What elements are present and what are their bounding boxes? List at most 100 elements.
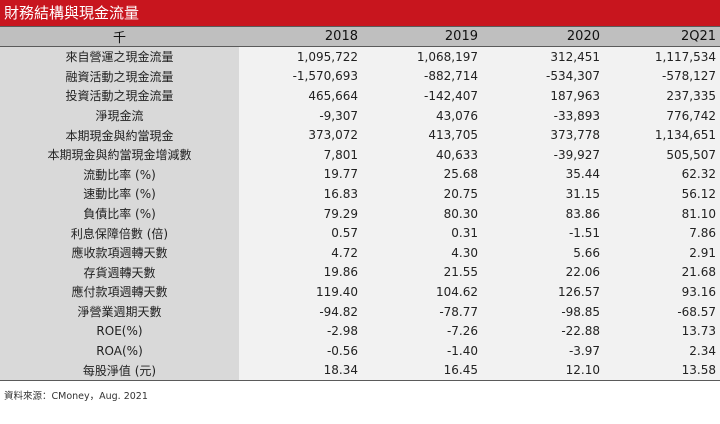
- value-cell: 312,451: [482, 46, 604, 67]
- value-cell: 187,963: [482, 86, 604, 106]
- row-label: 應付款項週轉天數: [0, 282, 239, 302]
- value-cell: 62.32: [604, 164, 720, 185]
- value-cell: -68.57: [604, 301, 720, 322]
- row-label: ROA(%): [0, 340, 239, 361]
- table-row: 存貨週轉天數 19.86 21.55 22.06 21.68: [0, 262, 720, 283]
- value-cell: -7.26: [362, 321, 482, 341]
- row-label: 本期現金與約當現金增減數: [0, 144, 239, 165]
- value-cell: 35.44: [482, 164, 604, 185]
- table-row: 應收款項週轉天數 4.72 4.30 5.66 2.91: [0, 242, 720, 263]
- value-cell: 1,117,534: [604, 46, 720, 67]
- value-cell: -22.88: [482, 321, 604, 341]
- value-cell: 505,507: [604, 144, 720, 165]
- value-cell: 126.57: [482, 282, 604, 302]
- value-cell: 21.68: [604, 262, 720, 283]
- value-cell: 237,335: [604, 86, 720, 106]
- value-cell: -1.40: [362, 340, 482, 361]
- value-cell: 413,705: [362, 125, 482, 145]
- value-cell: 93.16: [604, 282, 720, 302]
- value-cell: 81.10: [604, 203, 720, 224]
- value-cell: 83.86: [482, 203, 604, 224]
- row-label: 負債比率 (%): [0, 203, 239, 224]
- value-cell: 43,076: [362, 105, 482, 126]
- value-cell: 40,633: [362, 144, 482, 165]
- row-label: 來自營運之現金流量: [0, 46, 239, 67]
- value-cell: 1,134,651: [604, 125, 720, 145]
- value-cell: -1.51: [482, 223, 604, 243]
- value-cell: 0.31: [362, 223, 482, 243]
- value-cell: -9,307: [239, 105, 362, 126]
- value-cell: 25.68: [362, 164, 482, 185]
- value-cell: 31.15: [482, 184, 604, 204]
- value-cell: 7.86: [604, 223, 720, 243]
- table-title: 財務結構與現金流量: [0, 0, 720, 26]
- value-cell: 13.73: [604, 321, 720, 341]
- row-label: 應收款項週轉天數: [0, 242, 239, 263]
- row-label: 融資活動之現金流量: [0, 66, 239, 87]
- row-label: ROE(%): [0, 321, 239, 341]
- table-row: 來自營運之現金流量 1,095,722 1,068,197 312,451 1,117,…: [0, 46, 720, 67]
- table-row: 融資活動之現金流量 -1,570,693 -882,714 -534,307 -578,…: [0, 66, 720, 87]
- value-cell: -1,570,693: [239, 66, 362, 87]
- value-cell: 22.06: [482, 262, 604, 283]
- table-row: 投資活動之現金流量 465,664 -142,407 187,963 237,335: [0, 86, 720, 106]
- value-cell: 13.58: [604, 360, 720, 382]
- header-row: 千 2018 2019 2020 2Q21: [0, 26, 720, 47]
- value-cell: 1,068,197: [362, 46, 482, 67]
- row-label: 投資活動之現金流量: [0, 86, 239, 106]
- header-2q21: 2Q21: [604, 26, 720, 47]
- source-note: 資料來源：CMoney，Aug. 2021: [4, 391, 148, 402]
- header-unit: 千: [0, 26, 239, 47]
- table-row: ROA(%) -0.56 -1.40 -3.97 2.34: [0, 340, 720, 361]
- row-label: 速動比率 (%): [0, 184, 239, 204]
- value-cell: 2.91: [604, 242, 720, 263]
- value-cell: -39,927: [482, 144, 604, 165]
- value-cell: -142,407: [362, 86, 482, 106]
- value-cell: 776,742: [604, 105, 720, 126]
- row-label: 存貨週轉天數: [0, 262, 239, 283]
- value-cell: 79.29: [239, 203, 362, 224]
- header-2020: 2020: [482, 26, 604, 47]
- value-cell: 465,664: [239, 86, 362, 106]
- row-label: 本期現金與約當現金: [0, 125, 239, 145]
- table-row: 淨現金流 -9,307 43,076 -33,893 776,742: [0, 105, 720, 126]
- value-cell: 56.12: [604, 184, 720, 204]
- value-cell: 104.62: [362, 282, 482, 302]
- value-cell: 0.57: [239, 223, 362, 243]
- row-label: 流動比率 (%): [0, 164, 239, 185]
- value-cell: -98.85: [482, 301, 604, 322]
- value-cell: 4.72: [239, 242, 362, 263]
- row-label: 淨營業週期天數: [0, 301, 239, 322]
- table-row: 本期現金與約當現金增減數 7,801 40,633 -39,927 505,507: [0, 144, 720, 165]
- value-cell: 373,778: [482, 125, 604, 145]
- table-row: 本期現金與約當現金 373,072 413,705 373,778 1,134,651: [0, 125, 720, 145]
- value-cell: 19.77: [239, 164, 362, 185]
- value-cell: 373,072: [239, 125, 362, 145]
- row-label: 淨現金流: [0, 105, 239, 126]
- value-cell: -2.98: [239, 321, 362, 341]
- table-row: 利息保障倍數 (倍) 0.57 0.31 -1.51 7.86: [0, 223, 720, 243]
- value-cell: -534,307: [482, 66, 604, 87]
- value-cell: 1,095,722: [239, 46, 362, 67]
- value-cell: 21.55: [362, 262, 482, 283]
- value-cell: 5.66: [482, 242, 604, 263]
- value-cell: -78.77: [362, 301, 482, 322]
- value-cell: 16.83: [239, 184, 362, 204]
- value-cell: 16.45: [362, 360, 482, 382]
- value-cell: 2.34: [604, 340, 720, 361]
- value-cell: -578,127: [604, 66, 720, 87]
- value-cell: 80.30: [362, 203, 482, 224]
- value-cell: -3.97: [482, 340, 604, 361]
- value-cell: -33,893: [482, 105, 604, 126]
- table-row: 應付款項週轉天數 119.40 104.62 126.57 93.16: [0, 282, 720, 302]
- row-label: 利息保障倍數 (倍): [0, 223, 239, 243]
- table-row: ROE(%) -2.98 -7.26 -22.88 13.73: [0, 321, 720, 341]
- value-cell: 7,801: [239, 144, 362, 165]
- value-cell: 4.30: [362, 242, 482, 263]
- value-cell: -0.56: [239, 340, 362, 361]
- value-cell: -94.82: [239, 301, 362, 322]
- table-row: 速動比率 (%) 16.83 20.75 31.15 56.12: [0, 184, 720, 204]
- header-2019: 2019: [362, 26, 482, 47]
- row-label: 每股淨值 (元): [0, 360, 239, 382]
- table-row: 每股淨值 (元) 18.34 16.45 12.10 13.58: [0, 360, 720, 382]
